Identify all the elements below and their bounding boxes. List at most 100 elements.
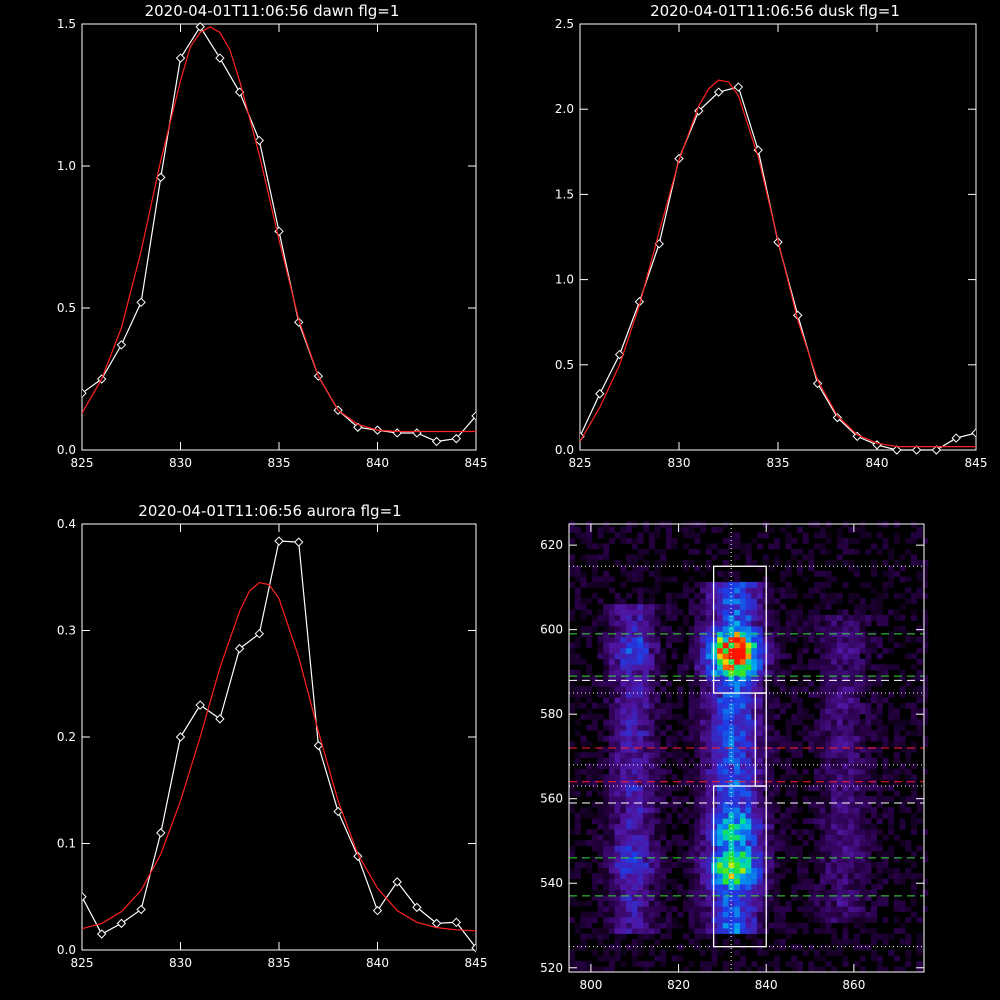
heatmap-cell [871, 900, 878, 907]
heatmap-cell [683, 658, 690, 665]
heatmap-cell [608, 658, 615, 665]
aurora-y-tick-label: 0.2 [57, 730, 76, 744]
heatmap-cell [774, 889, 781, 896]
heatmap-cell [694, 719, 701, 726]
heatmap-cell [757, 565, 764, 572]
heatmap-cell [893, 768, 900, 775]
heatmap-cell [785, 928, 792, 934]
dawn-fit-line [82, 26, 476, 433]
heatmap-cell [569, 554, 576, 561]
heatmap-cell [836, 664, 843, 671]
heatmap-cell [745, 664, 752, 671]
heatmap-cell [660, 829, 667, 835]
heatmap-cell [734, 543, 741, 550]
heatmap-cell [643, 807, 650, 814]
heatmap-cell [739, 708, 746, 715]
heatmap-cell [791, 713, 798, 720]
heatmap-cell [831, 917, 838, 923]
heatmap-cell [620, 691, 627, 698]
heatmap-cell [637, 576, 644, 583]
heatmap-cell [734, 653, 741, 660]
heatmap-cell [848, 730, 855, 737]
heatmap-cell [757, 950, 764, 956]
heatmap-cell [580, 735, 587, 742]
heatmap-cell [791, 609, 798, 616]
aurora-data-point [412, 902, 422, 913]
heatmap-cell [660, 757, 667, 764]
heatmap-cell [768, 614, 775, 621]
heatmap-cell [654, 708, 661, 715]
heatmap-cell [688, 939, 695, 945]
heatmap-cell [751, 741, 758, 748]
heatmap-cell [888, 845, 895, 852]
heatmap-cell [785, 741, 792, 748]
heatmap-cell [677, 763, 684, 770]
heatmap-cell [683, 741, 690, 748]
heatmap-cell [688, 724, 695, 731]
heatmap-cell [853, 719, 860, 726]
heatmap-cell [574, 768, 581, 775]
heatmap-cell [654, 895, 661, 901]
heatmap-cell [734, 917, 741, 923]
heatmap-cell [802, 730, 809, 737]
heatmap-cell [700, 757, 707, 764]
heatmap-cell [648, 702, 655, 709]
heatmap-cell [574, 966, 581, 973]
heatmap-cell [751, 812, 758, 819]
heatmap-cell [631, 900, 638, 907]
heatmap-cell [808, 565, 815, 572]
heatmap-cell [700, 801, 707, 808]
heatmap-cell [768, 680, 775, 687]
heatmap-cell [711, 757, 718, 764]
heatmap-cell [848, 856, 855, 863]
heatmap-cell [603, 631, 610, 638]
heatmap-cell [779, 603, 786, 610]
heatmap-cell [893, 609, 900, 616]
heatmap-cell [899, 873, 906, 879]
heatmap-cell [705, 543, 712, 550]
heatmap-cell [836, 774, 843, 781]
heatmap-cell [722, 961, 729, 967]
heatmap-cell [916, 675, 923, 682]
heatmap-cell [608, 669, 615, 676]
heatmap-cell [791, 587, 798, 594]
heatmap-cell [842, 625, 849, 632]
heatmap-cell [757, 790, 764, 797]
heatmap-cell [814, 647, 821, 654]
heatmap-cell [876, 548, 883, 555]
heatmap-cell [745, 763, 752, 770]
heatmap-cell [796, 653, 803, 660]
heatmap-cell [882, 768, 889, 775]
heatmap-cell [728, 598, 735, 605]
heatmap-cell [569, 900, 576, 907]
heatmap-cell [768, 851, 775, 857]
heatmap-cell [739, 653, 746, 660]
heatmap-cell [774, 779, 781, 786]
heatmap-cell [591, 829, 598, 835]
heatmap-cell [774, 669, 781, 676]
heatmap-cell [722, 697, 729, 704]
heatmap-cell [671, 636, 678, 643]
heatmap-cell [774, 559, 781, 566]
heatmap-cell [688, 807, 695, 814]
heatmap-cell [779, 647, 786, 654]
heatmap-cell [825, 928, 832, 934]
heatmap-cell [614, 746, 621, 753]
heatmap-cell [831, 867, 838, 874]
heatmap-cell [910, 851, 917, 857]
heatmap-cell [711, 961, 718, 967]
heatmap-cell [910, 614, 917, 621]
heatmap-cell [694, 680, 701, 687]
heatmap-cell [774, 966, 781, 973]
heatmap-cell [779, 576, 786, 583]
heatmap-cell [831, 812, 838, 819]
heatmap-cell [631, 917, 638, 923]
heatmap-cell [722, 801, 729, 808]
heatmap-cell [848, 537, 855, 544]
heatmap-cell [802, 554, 809, 561]
heatmap-cell [717, 834, 724, 841]
heatmap-cell [779, 527, 786, 533]
heatmap-cell [631, 774, 638, 781]
heatmap-cell [705, 697, 712, 704]
heatmap-cell [705, 867, 712, 874]
